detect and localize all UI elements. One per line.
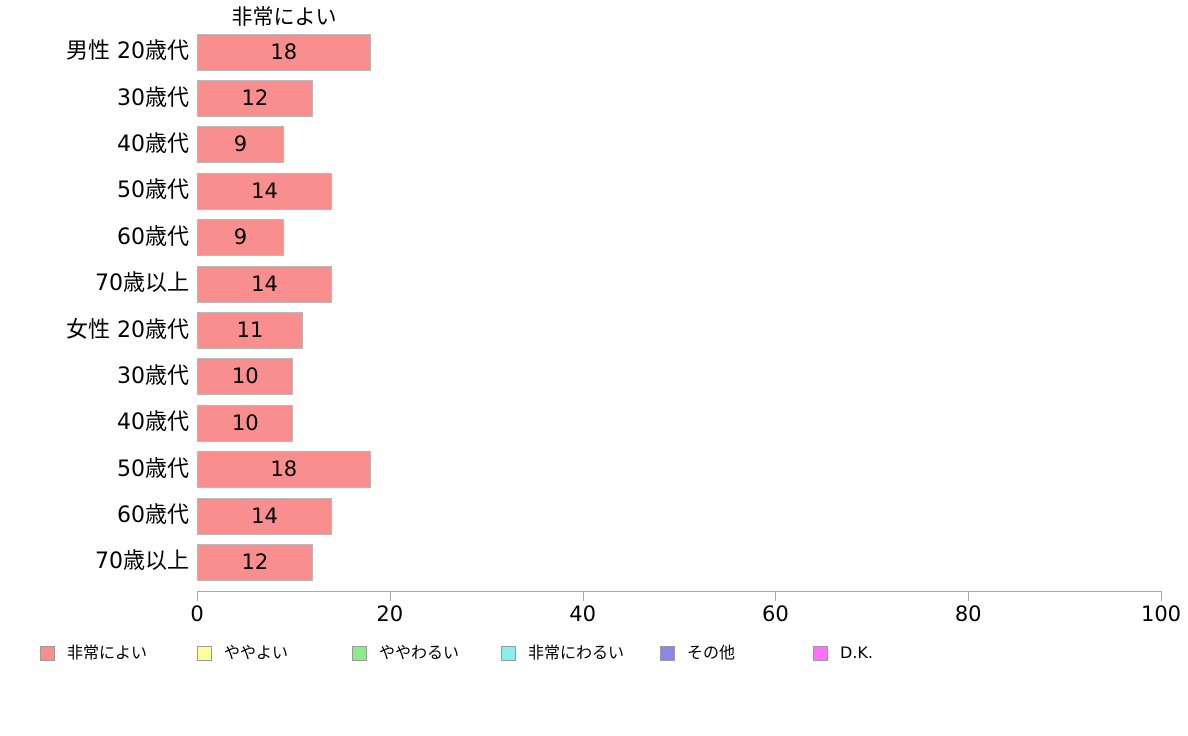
- bar: 9: [197, 126, 284, 164]
- chart-row: 60歳代 9: [0, 215, 1188, 261]
- chart-row: 40歳代 10: [0, 400, 1188, 446]
- tick-mark: [968, 591, 970, 601]
- chart-row: 50歳代 18: [0, 447, 1188, 493]
- chart-row: 30歳代 12: [0, 75, 1188, 121]
- category-label: 40歳代: [117, 410, 189, 436]
- bar: 12: [197, 80, 313, 118]
- category-label: 30歳代: [117, 85, 189, 111]
- category-label: 70歳以上: [95, 549, 189, 575]
- chart-row: 70歳以上 14: [0, 261, 1188, 307]
- bar: 14: [197, 265, 332, 303]
- chart-row: 50歳代 14: [0, 168, 1188, 214]
- category-label: 50歳代: [117, 178, 189, 204]
- legend-swatch: [660, 645, 675, 661]
- bar-value-label: 18: [270, 457, 298, 482]
- bar-value-label: 10: [231, 364, 259, 389]
- bar: 14: [197, 172, 332, 210]
- category-label: 60歳代: [117, 503, 189, 529]
- category-label: 50歳代: [117, 456, 189, 482]
- category-label: 60歳代: [117, 224, 189, 250]
- legend-item: ややわるい: [352, 644, 459, 662]
- legend-label: 非常にわるい: [528, 643, 625, 662]
- chart-row: 40歳代 9: [0, 122, 1188, 168]
- bar: 14: [197, 497, 332, 535]
- bar: 11: [197, 312, 303, 350]
- bar-value-label: 9: [233, 225, 248, 250]
- legend-swatch: [813, 645, 828, 661]
- legend-swatch: [352, 645, 367, 661]
- x-tick-label: 0: [190, 602, 204, 626]
- category-label: 男性 20歳代: [66, 39, 189, 65]
- x-axis: 0 20 40 60 80 100: [190, 591, 1181, 631]
- legend-item: 非常によい: [40, 644, 147, 662]
- chart-rows: 男性 20歳代 18 30歳代 12 40歳代 9 50歳代 14 60歳代 9…: [0, 29, 1188, 586]
- bar-value-label: 14: [251, 178, 278, 203]
- chart-row: 70歳以上 12: [0, 539, 1188, 585]
- chart-row: 30歳代 10: [0, 354, 1188, 400]
- bar: 10: [197, 358, 294, 396]
- legend-label: D.K.: [840, 643, 873, 662]
- bar-value-label: 12: [241, 549, 269, 574]
- bar-value-label: 14: [251, 271, 278, 296]
- tick-mark: [389, 591, 391, 601]
- tick-mark: [582, 591, 584, 601]
- x-tick-label: 80: [954, 602, 982, 626]
- bar-value-label: 11: [236, 318, 264, 343]
- tick-mark: [1161, 591, 1162, 601]
- bar-value-label: 18: [270, 39, 298, 64]
- tick-mark: [775, 591, 777, 601]
- x-tick-label: 40: [569, 602, 596, 626]
- legend-swatch: [501, 645, 516, 661]
- bar-value-label: 10: [231, 410, 259, 435]
- chart-row: 女性 20歳代 11: [0, 307, 1188, 353]
- chart-row: 60歳代 14: [0, 493, 1188, 539]
- bar: 18: [197, 451, 371, 489]
- legend-label: ややわるい: [379, 643, 460, 662]
- legend-label: その他: [687, 643, 736, 662]
- legend: 非常によい ややよい ややわるい 非常にわるい その他 D.K.: [40, 644, 1140, 664]
- legend-item: ややよい: [197, 644, 288, 662]
- bar-value-label: 12: [241, 86, 269, 111]
- legend-item: D.K.: [813, 644, 873, 662]
- chart-row: 男性 20歳代 18: [0, 29, 1188, 75]
- x-tick-label: 20: [376, 602, 404, 626]
- chart-title: 非常によい: [231, 5, 337, 29]
- legend-swatch: [40, 645, 55, 661]
- x-tick-label: 60: [762, 602, 789, 626]
- category-label: 70歳以上: [95, 271, 189, 297]
- x-tick-label: 100: [1140, 602, 1182, 626]
- category-label: 40歳代: [117, 131, 189, 157]
- bar-value-label: 9: [233, 132, 248, 157]
- legend-swatch: [197, 645, 212, 661]
- x-axis-line: [197, 591, 1161, 592]
- bar-value-label: 14: [251, 503, 278, 528]
- legend-label: ややよい: [224, 643, 289, 662]
- legend-item: 非常にわるい: [501, 644, 624, 662]
- bar: 12: [197, 543, 313, 581]
- category-label: 女性 20歳代: [66, 317, 189, 343]
- bar: 9: [197, 219, 284, 257]
- bar: 10: [197, 404, 294, 442]
- legend-label: 非常によい: [67, 643, 148, 662]
- bar: 18: [197, 33, 371, 71]
- legend-item: その他: [660, 644, 735, 662]
- category-label: 30歳代: [117, 363, 189, 389]
- tick-mark: [197, 591, 198, 601]
